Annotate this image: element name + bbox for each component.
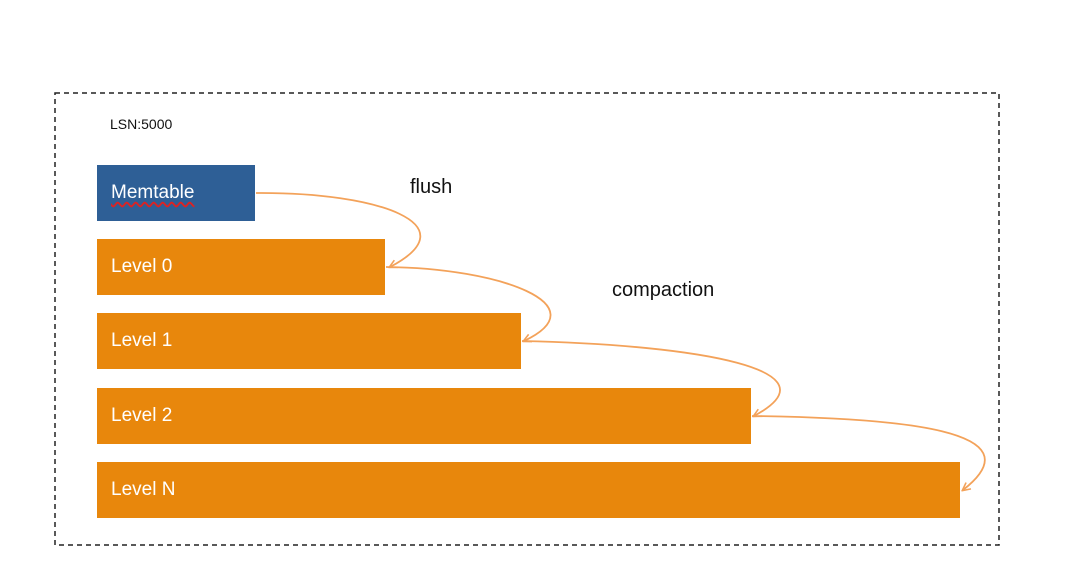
node-label: Level 1 [111, 330, 173, 351]
edge-label: compaction [612, 279, 715, 301]
level-box: Level 0 [97, 239, 385, 295]
edge-label: flush [410, 176, 453, 198]
level-box: Level 1 [97, 313, 521, 369]
level-box: Level 2 [97, 388, 751, 444]
node-label: Level 0 [111, 256, 173, 277]
compaction-arrow [751, 415, 986, 490]
lsn-label: LSN:5000 [110, 116, 173, 132]
level-box: Level N [97, 462, 960, 518]
flush-arrow [255, 192, 422, 267]
compaction-arrow [385, 266, 552, 341]
node-label: Memtable [111, 182, 195, 203]
node-label: Level 2 [111, 405, 173, 426]
compaction-arrow [521, 340, 781, 416]
boundary [54, 92, 1000, 546]
memtable-box: Memtable [97, 165, 255, 221]
node-label: Level N [111, 479, 176, 500]
